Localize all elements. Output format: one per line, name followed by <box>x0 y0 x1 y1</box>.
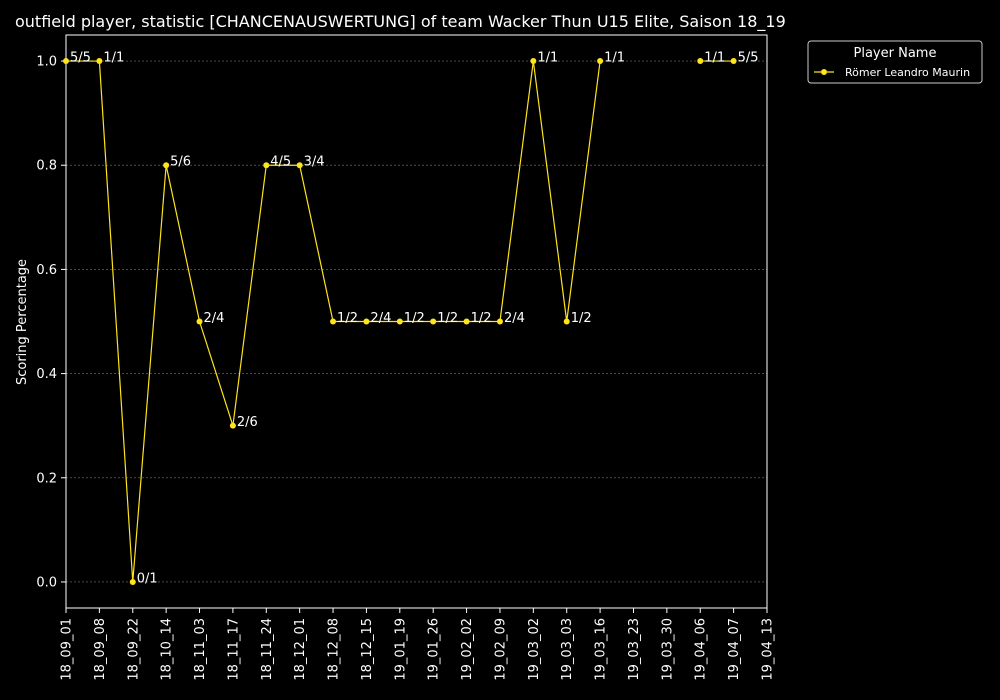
x-tick-label: 18_11_24 <box>260 618 275 681</box>
data-point <box>564 319 570 325</box>
x-tick-label: 18_10_14 <box>160 618 175 681</box>
data-label: 4/5 <box>270 155 291 170</box>
data-label: 1/2 <box>437 311 458 326</box>
x-tick-label: 19_03_02 <box>527 618 542 681</box>
data-label: 2/4 <box>370 311 391 326</box>
data-label: 5/5 <box>70 51 91 66</box>
chart-title: outfield player, statistic [CHANCENAUSWE… <box>15 12 786 32</box>
data-point <box>197 319 203 325</box>
x-tick-label: 19_04_07 <box>727 618 742 681</box>
x-tick-label: 18_12_01 <box>293 618 308 681</box>
series-group <box>63 58 737 585</box>
data-point <box>363 319 369 325</box>
data-label: 1/2 <box>404 311 425 326</box>
data-point <box>430 319 436 325</box>
x-tick-label: 19_03_30 <box>660 618 675 681</box>
y-axis-label: Scoring Percentage <box>15 259 30 385</box>
x-tick-label: 19_02_09 <box>493 618 508 681</box>
x-axis: 18_09_01 18_09_08 18_09_22 18_10_14 18_11_03… <box>60 608 776 681</box>
x-tick-label: 18_09_08 <box>93 618 108 681</box>
data-label: 1/1 <box>604 51 625 66</box>
legend: Player Name Römer Leandro Maurin <box>808 41 982 83</box>
data-point <box>63 58 69 64</box>
data-point <box>530 58 536 64</box>
data-label: 1/2 <box>337 311 358 326</box>
data-point <box>497 319 503 325</box>
x-tick-label: 18_12_08 <box>327 618 342 681</box>
data-label: 3/4 <box>304 155 325 170</box>
data-point <box>330 319 336 325</box>
data-label: 1/2 <box>471 311 492 326</box>
data-labels: 5/5 1/1 0/1 5/6 2/4 2/6 4/5 3/4 1/2 2/4 1/2 1/2 1/2 2… <box>70 51 759 587</box>
data-point <box>263 162 269 168</box>
x-tick-label: 18_11_17 <box>226 618 241 681</box>
data-label: 1/1 <box>103 51 124 66</box>
x-tick-label: 18_09_22 <box>126 618 141 681</box>
x-tick-label: 18_09_01 <box>60 618 75 681</box>
data-point <box>163 162 169 168</box>
data-point <box>96 58 102 64</box>
data-label: 1/1 <box>704 51 725 66</box>
data-point <box>397 319 403 325</box>
data-label: 2/4 <box>504 311 525 326</box>
x-tick-label: 19_04_13 <box>761 618 776 681</box>
data-label: 2/6 <box>237 415 258 430</box>
data-label: 5/5 <box>738 51 759 66</box>
legend-marker-swatch <box>821 69 827 75</box>
data-label: 5/6 <box>170 155 191 170</box>
data-label: 0/1 <box>137 571 158 586</box>
legend-entry-label: Römer Leandro Maurin <box>845 66 970 79</box>
x-tick-label: 19_01_19 <box>393 618 408 681</box>
data-point <box>297 162 303 168</box>
x-tick-label: 19_04_06 <box>694 618 709 681</box>
data-label: 1/1 <box>537 51 558 66</box>
legend-title: Player Name <box>854 46 937 61</box>
y-tick-label: 0.6 <box>36 263 57 278</box>
y-tick-label: 0.0 <box>36 575 57 590</box>
x-tick-label: 19_02_02 <box>460 618 475 681</box>
data-point <box>230 423 236 429</box>
y-tick-label: 0.4 <box>36 367 57 382</box>
data-point <box>597 58 603 64</box>
y-tick-label: 0.8 <box>36 159 57 174</box>
data-point <box>464 319 470 325</box>
x-tick-label: 19_03_03 <box>560 618 575 681</box>
x-tick-label: 19_01_26 <box>427 618 442 681</box>
y-axis: 0.0 0.2 0.4 0.6 0.8 1.0 <box>36 55 66 591</box>
x-tick-label: 18_12_15 <box>360 618 375 681</box>
x-tick-label: 19_03_16 <box>594 618 609 681</box>
data-point <box>697 58 703 64</box>
data-point <box>731 58 737 64</box>
y-tick-label: 1.0 <box>36 55 57 70</box>
data-point <box>130 579 136 585</box>
data-label: 1/2 <box>571 311 592 326</box>
data-label: 2/4 <box>204 311 225 326</box>
x-tick-label: 18_11_03 <box>193 618 208 681</box>
x-tick-label: 19_03_23 <box>627 618 642 681</box>
y-tick-label: 0.2 <box>36 471 57 486</box>
